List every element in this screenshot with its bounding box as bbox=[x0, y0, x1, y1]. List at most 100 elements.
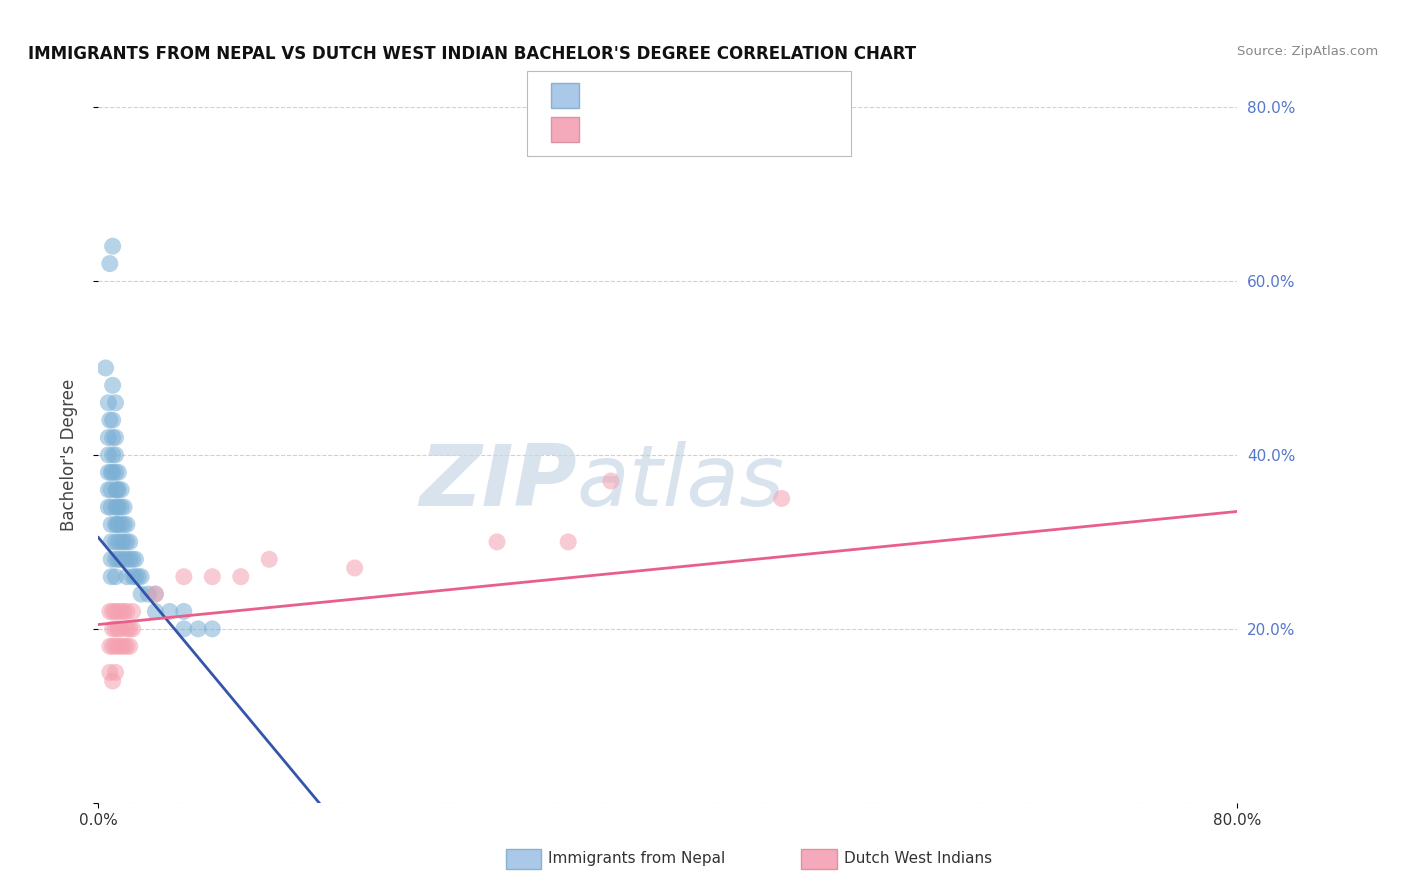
Point bbox=[486, 534, 509, 549]
Point bbox=[110, 639, 132, 653]
Point bbox=[118, 552, 141, 566]
Point bbox=[105, 500, 128, 514]
Point bbox=[173, 570, 195, 584]
Point bbox=[97, 466, 120, 480]
Point bbox=[98, 639, 121, 653]
Text: R =: R = bbox=[591, 122, 624, 136]
Point bbox=[201, 622, 224, 636]
Point bbox=[101, 639, 124, 653]
Point bbox=[112, 605, 135, 619]
Point bbox=[115, 570, 138, 584]
Point bbox=[112, 534, 135, 549]
Point bbox=[112, 500, 135, 514]
Point bbox=[110, 483, 132, 497]
Point bbox=[136, 587, 159, 601]
Point bbox=[112, 517, 135, 532]
Point bbox=[101, 605, 124, 619]
Text: 0.243: 0.243 bbox=[616, 122, 669, 136]
Point bbox=[115, 534, 138, 549]
Point bbox=[110, 534, 132, 549]
Text: ZIP: ZIP bbox=[419, 442, 576, 524]
Point bbox=[101, 239, 124, 253]
Point bbox=[101, 413, 124, 427]
Point bbox=[107, 605, 129, 619]
Point bbox=[115, 605, 138, 619]
Point bbox=[121, 605, 143, 619]
Point bbox=[115, 622, 138, 636]
Point bbox=[107, 466, 129, 480]
Point bbox=[145, 605, 167, 619]
Text: Source: ZipAtlas.com: Source: ZipAtlas.com bbox=[1237, 45, 1378, 58]
Point bbox=[100, 552, 122, 566]
Point bbox=[98, 665, 121, 680]
Text: -0.602: -0.602 bbox=[616, 88, 671, 103]
Point bbox=[104, 517, 127, 532]
Point bbox=[104, 639, 127, 653]
Point bbox=[100, 517, 122, 532]
Point bbox=[101, 466, 124, 480]
Point bbox=[101, 378, 124, 392]
Point bbox=[343, 561, 366, 575]
Point bbox=[118, 639, 141, 653]
Point bbox=[121, 552, 143, 566]
Point bbox=[100, 534, 122, 549]
Point bbox=[107, 534, 129, 549]
Point bbox=[104, 534, 127, 549]
Point bbox=[100, 500, 122, 514]
Point bbox=[101, 448, 124, 462]
Point bbox=[101, 430, 124, 444]
Point bbox=[145, 587, 167, 601]
Point bbox=[97, 500, 120, 514]
Point bbox=[104, 622, 127, 636]
Point bbox=[94, 360, 117, 375]
Point bbox=[127, 570, 149, 584]
Text: Immigrants from Nepal: Immigrants from Nepal bbox=[548, 851, 725, 865]
Point bbox=[110, 517, 132, 532]
Point bbox=[124, 570, 146, 584]
Point bbox=[97, 395, 120, 409]
Point bbox=[101, 622, 124, 636]
Y-axis label: Bachelor's Degree: Bachelor's Degree bbox=[59, 379, 77, 531]
Point bbox=[104, 448, 127, 462]
Point bbox=[173, 605, 195, 619]
Point bbox=[101, 674, 124, 689]
Point bbox=[97, 430, 120, 444]
Text: N =: N = bbox=[675, 122, 709, 136]
Point bbox=[110, 500, 132, 514]
Point bbox=[97, 483, 120, 497]
Text: N =: N = bbox=[675, 88, 709, 103]
Point bbox=[98, 605, 121, 619]
Point bbox=[98, 257, 121, 271]
Point bbox=[145, 587, 167, 601]
Point bbox=[104, 395, 127, 409]
Point bbox=[112, 639, 135, 653]
Point bbox=[104, 570, 127, 584]
Point bbox=[173, 622, 195, 636]
Point bbox=[118, 622, 141, 636]
Point bbox=[107, 483, 129, 497]
Point bbox=[121, 622, 143, 636]
Point bbox=[124, 552, 146, 566]
Point bbox=[104, 466, 127, 480]
Text: 71: 71 bbox=[700, 88, 721, 103]
Point bbox=[770, 491, 793, 506]
Point bbox=[107, 517, 129, 532]
Text: R =: R = bbox=[591, 88, 624, 103]
Point bbox=[115, 517, 138, 532]
Point bbox=[105, 517, 128, 532]
Point bbox=[110, 622, 132, 636]
Point bbox=[557, 534, 579, 549]
Point bbox=[159, 605, 181, 619]
Point bbox=[104, 430, 127, 444]
Point bbox=[600, 474, 623, 488]
Point bbox=[112, 552, 135, 566]
Text: atlas: atlas bbox=[576, 442, 785, 524]
Point bbox=[97, 448, 120, 462]
Point bbox=[110, 605, 132, 619]
Point bbox=[104, 552, 127, 566]
Point bbox=[187, 622, 209, 636]
Point bbox=[121, 570, 143, 584]
Point bbox=[115, 639, 138, 653]
Point bbox=[100, 483, 122, 497]
Point bbox=[201, 570, 224, 584]
